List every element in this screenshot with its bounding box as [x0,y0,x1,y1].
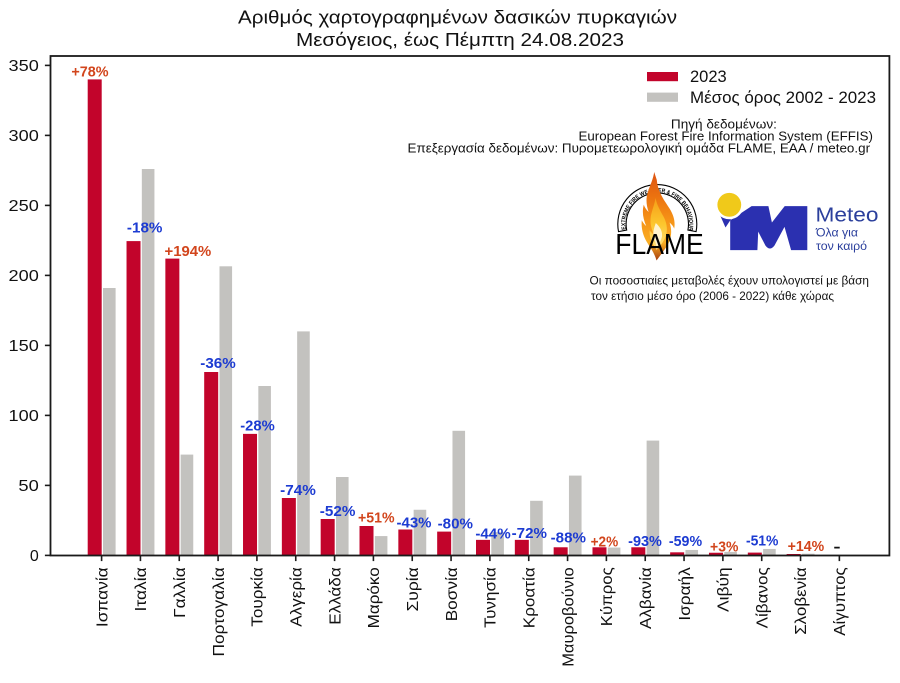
svg-text:Ελλάδα: Ελλάδα [327,567,344,625]
svg-text:50: 50 [18,478,39,495]
svg-text:+2%: +2% [591,533,619,550]
svg-text:-36%: -36% [200,355,236,372]
svg-text:FLAME: FLAME [615,229,704,261]
svg-text:Κύπρος: Κύπρος [599,567,616,626]
svg-text:-28%: -28% [240,418,275,435]
svg-text:Γαλλία: Γαλλία [172,567,189,618]
svg-text:-80%: -80% [438,515,474,532]
svg-text:Αριθμός χαρτογραφημένων δασικώ: Αριθμός χαρτογραφημένων δασικών πυρκαγιώ… [238,6,677,27]
svg-text:-72%: -72% [512,525,548,542]
svg-text:Επεξεργασία δεδομένων: Πυρομετ: Επεξεργασία δεδομένων: Πυρομετεωρολογική… [408,141,871,156]
svg-text:Ισπανία: Ισπανία [94,567,111,627]
svg-text:-: - [833,539,840,556]
svg-text:150: 150 [9,338,39,355]
svg-text:Λιβύη: Λιβύη [716,567,733,612]
svg-text:2023: 2023 [690,68,727,86]
svg-text:-43%: -43% [397,514,432,531]
svg-text:-93%: -93% [628,533,662,550]
svg-text:0: 0 [30,548,39,565]
svg-text:350: 350 [9,58,39,75]
svg-text:Λίβανος: Λίβανος [754,567,771,628]
svg-text:Μαυροβούνιο: Μαυροβούνιο [560,567,577,667]
svg-text:Μεσόγειος, έως Πέμπτη 24.08.20: Μεσόγειος, έως Πέμπτη 24.08.2023 [296,29,624,50]
svg-text:+78%: +78% [71,63,109,80]
svg-text:Όλα για: Όλα για [815,226,858,240]
svg-text:Αλβανία: Αλβανία [638,567,655,629]
svg-text:Κροατία: Κροατία [521,567,538,628]
svg-text:Πορτογαλία: Πορτογαλία [211,567,228,656]
svg-text:Συρία: Συρία [405,567,422,611]
svg-text:Οι ποσοστιαίες μεταβολές έχουν: Οι ποσοστιαίες μεταβολές έχουν υπολογιστ… [590,273,870,287]
svg-text:100: 100 [9,408,39,425]
svg-text:-74%: -74% [280,482,316,499]
svg-text:250: 250 [9,198,39,215]
svg-text:Μέσος όρος 2002 - 2023: Μέσος όρος 2002 - 2023 [690,89,876,107]
svg-text:+3%: +3% [710,538,739,555]
svg-text:Meteo: Meteo [816,205,879,227]
svg-text:Βοσνία: Βοσνία [444,567,461,621]
svg-text:-59%: -59% [669,533,703,550]
svg-text:τον καιρό: τον καιρό [816,239,867,253]
svg-text:Ιταλία: Ιταλία [133,567,150,611]
svg-text:Πηγή δεδομένων:: Πηγή δεδομένων: [671,117,777,132]
svg-text:-88%: -88% [551,530,587,547]
svg-text:+194%: +194% [165,243,212,260]
svg-text:200: 200 [9,268,39,285]
svg-text:-18%: -18% [127,220,163,237]
svg-text:+14%: +14% [788,538,825,555]
svg-text:+51%: +51% [358,510,395,527]
svg-text:-44%: -44% [475,525,511,542]
svg-text:τον ετήσιο μέσο όρο (2006 - 20: τον ετήσιο μέσο όρο (2006 - 2022) κάθε χ… [591,289,834,303]
svg-text:300: 300 [9,128,39,145]
svg-text:Τουρκία: Τουρκία [250,567,267,626]
svg-text:Αλγερία: Αλγερία [288,567,305,627]
svg-text:Ισραήλ: Ισραήλ [677,567,694,620]
svg-text:Σλοβενία: Σλοβενία [793,567,810,635]
svg-text:-51%: -51% [746,532,779,549]
svg-text:Μαρόκο: Μαρόκο [366,567,383,628]
svg-text:Αίγυπτος: Αίγυπτος [832,567,849,636]
svg-text:-52%: -52% [320,503,356,520]
svg-text:Τυνησία: Τυνησία [483,567,500,628]
svg-text:European Forest Fire Informati: European Forest Fire Information System … [579,128,873,143]
